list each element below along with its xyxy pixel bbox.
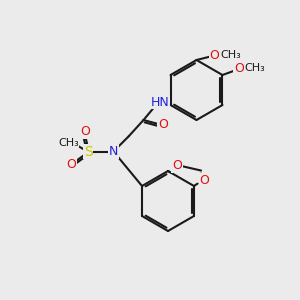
Text: O: O	[199, 173, 209, 187]
Text: CH₃: CH₃	[220, 50, 242, 60]
Text: O: O	[172, 159, 182, 172]
Text: O: O	[80, 125, 90, 139]
Text: N: N	[109, 145, 118, 158]
Text: S: S	[84, 145, 92, 158]
Text: O: O	[210, 49, 219, 62]
Text: CH₃: CH₃	[58, 137, 79, 148]
Text: O: O	[234, 62, 244, 76]
Text: O: O	[67, 158, 76, 172]
Text: CH₃: CH₃	[244, 63, 265, 74]
Text: O: O	[158, 118, 168, 131]
Text: HN: HN	[151, 95, 169, 109]
